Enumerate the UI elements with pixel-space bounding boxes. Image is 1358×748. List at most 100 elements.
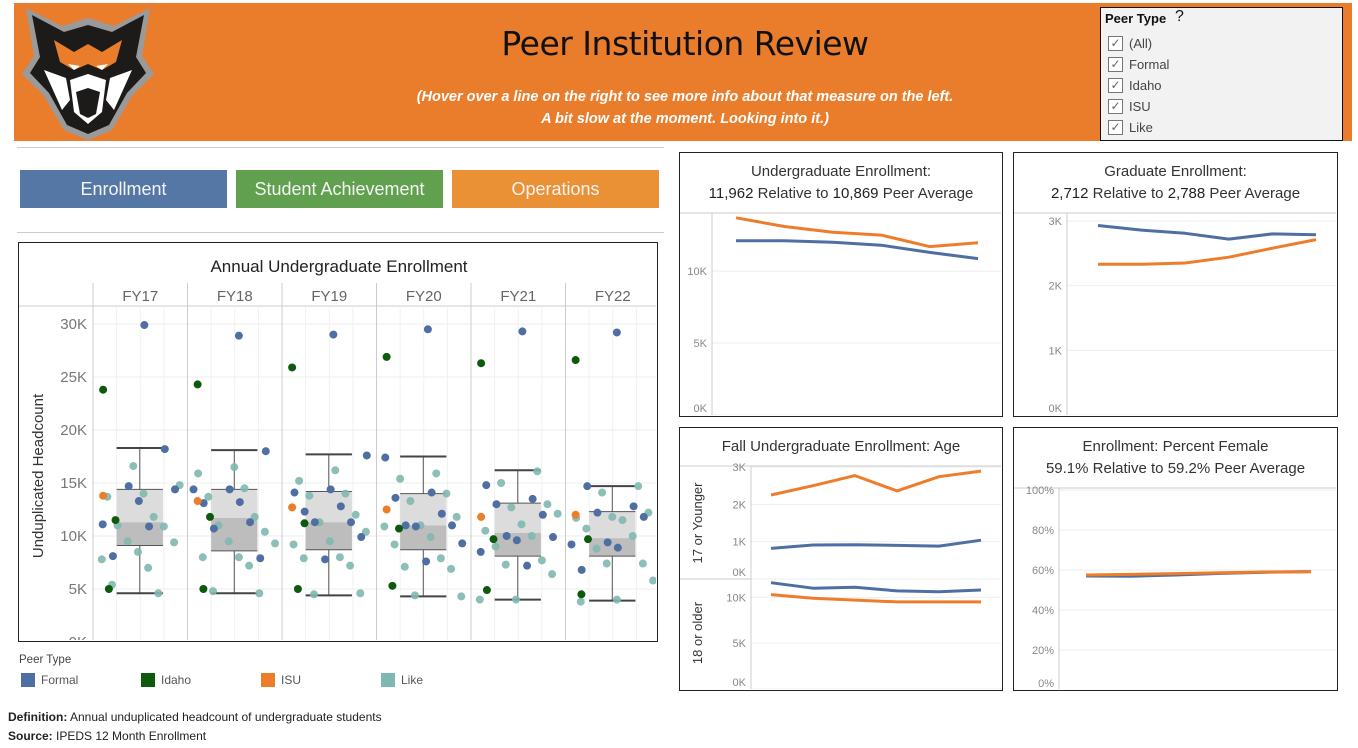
legend-swatch bbox=[261, 673, 275, 687]
data-point-like bbox=[436, 554, 445, 563]
data-point-formal bbox=[261, 447, 270, 456]
data-point-formal bbox=[209, 524, 218, 533]
undergrad-enrollment-panel[interactable]: Undergraduate Enrollment: 11,962 Relativ… bbox=[679, 152, 1003, 417]
y-tick-label: 2K bbox=[1049, 281, 1063, 293]
data-point-like bbox=[154, 589, 163, 598]
percent-female-line-chart[interactable]: 0% 20% 40% 60% 80% 100% bbox=[1014, 428, 1336, 689]
filter-item-isu[interactable]: ✓ ISU bbox=[1108, 97, 1151, 115]
filter-item-formal[interactable]: ✓ Formal bbox=[1108, 55, 1169, 73]
data-point-formal bbox=[603, 538, 612, 547]
data-point-formal bbox=[140, 321, 149, 330]
data-point-like bbox=[255, 589, 264, 598]
checkbox-checked-icon[interactable]: ✓ bbox=[1108, 56, 1123, 72]
data-point-like bbox=[543, 500, 552, 509]
series-line-isu bbox=[770, 469, 982, 497]
data-point-like bbox=[612, 595, 621, 604]
y-tick-label: 5K bbox=[69, 581, 87, 598]
data-point-like bbox=[602, 559, 611, 568]
data-point-like bbox=[260, 527, 269, 536]
data-point-like bbox=[129, 462, 138, 471]
percent-female-panel[interactable]: Enrollment: Percent Female 59.1% Relativ… bbox=[1013, 427, 1338, 691]
y-tick-label: 0K bbox=[1049, 403, 1063, 415]
data-point-like bbox=[245, 561, 254, 570]
data-point-like bbox=[426, 533, 435, 542]
data-point-like bbox=[208, 587, 217, 596]
data-point-like bbox=[230, 463, 239, 472]
series-line-isu bbox=[770, 593, 981, 604]
legend-item-isu[interactable]: ISU bbox=[261, 673, 301, 687]
peer-type-filter: Peer Type ? ✓ (All) ✓ Formal ✓ Idaho ✓ ISU ✓… bbox=[1100, 7, 1343, 141]
y-tick-label: 0K bbox=[733, 567, 747, 579]
data-point-like bbox=[133, 547, 142, 556]
data-point-idaho bbox=[206, 512, 214, 521]
data-point-like bbox=[491, 542, 500, 551]
checkbox-checked-icon[interactable]: ✓ bbox=[1108, 77, 1123, 93]
data-point-like bbox=[576, 597, 585, 606]
data-point-idaho bbox=[577, 590, 586, 599]
data-point-formal bbox=[391, 493, 400, 502]
data-point-formal bbox=[613, 543, 622, 552]
data-point-like bbox=[149, 512, 158, 521]
nav-button-operations[interactable]: Operations bbox=[452, 170, 659, 208]
data-point-formal bbox=[108, 552, 117, 561]
data-point-idaho bbox=[193, 380, 202, 389]
data-point-isu bbox=[571, 510, 580, 519]
checkbox-checked-icon[interactable]: ✓ bbox=[1108, 98, 1123, 114]
age-panel[interactable]: Fall Undergraduate Enrollment: Age 17 or… bbox=[679, 427, 1003, 691]
legend-item-like[interactable]: Like bbox=[381, 673, 423, 687]
nav-button-student-achievement[interactable]: Student Achievement bbox=[236, 170, 443, 208]
data-point-like bbox=[204, 492, 213, 501]
data-point-like bbox=[410, 591, 419, 600]
data-point-formal bbox=[300, 507, 309, 516]
data-point-formal bbox=[458, 539, 467, 548]
data-point-formal bbox=[381, 453, 390, 462]
y-tick-label: 3K bbox=[733, 462, 747, 474]
isu-value: 11,962 bbox=[708, 185, 754, 202]
data-point-isu bbox=[193, 497, 202, 506]
undergrad-line-chart[interactable]: 0K 5K 10K bbox=[680, 153, 1001, 415]
data-point-like bbox=[442, 489, 451, 498]
data-point-formal bbox=[401, 521, 410, 530]
filter-item-label: ISU bbox=[1129, 98, 1151, 114]
data-point-formal bbox=[518, 327, 527, 336]
column-header-fy19: FY19 bbox=[311, 288, 347, 305]
data-point-idaho bbox=[111, 516, 120, 525]
legend-title: Peer Type bbox=[19, 654, 72, 666]
tiger-logo-icon bbox=[22, 8, 154, 140]
checkbox-checked-icon[interactable]: ✓ bbox=[1108, 35, 1123, 51]
peer-average-value: 2,788 bbox=[1167, 185, 1206, 202]
data-point-idaho bbox=[288, 363, 297, 372]
y-tick-label: 10K bbox=[687, 266, 707, 278]
filter-item-all[interactable]: ✓ (All) bbox=[1108, 34, 1152, 52]
y-tick-label: 0K bbox=[694, 403, 708, 415]
grad-enrollment-panel[interactable]: Graduate Enrollment: 2,712 Relative to 2… bbox=[1013, 152, 1338, 417]
age-line-chart[interactable]: 17 or Younger 18 or older 0K 1K 2K 3K 0K 5K 10… bbox=[680, 428, 1001, 689]
data-point-like bbox=[234, 553, 243, 562]
data-point-like bbox=[325, 537, 334, 546]
column-header-fy22: FY22 bbox=[595, 288, 631, 305]
data-point-like bbox=[649, 576, 656, 585]
help-icon[interactable]: ? bbox=[1175, 8, 1184, 25]
grad-line-chart[interactable]: 0K 1K 2K 3K bbox=[1014, 153, 1336, 415]
checkbox-checked-icon[interactable]: ✓ bbox=[1108, 119, 1123, 135]
legend-swatch bbox=[21, 673, 35, 687]
subtitle-line-1: (Hover over a line on the right to see m… bbox=[416, 89, 954, 105]
filter-item-like[interactable]: ✓ Like bbox=[1108, 118, 1153, 136]
y-axis-title: Unduplicated Headcount bbox=[30, 393, 47, 558]
column-header-fy21: FY21 bbox=[500, 288, 536, 305]
data-point-formal bbox=[362, 451, 371, 460]
data-point-like bbox=[170, 538, 179, 547]
data-point-like bbox=[356, 589, 365, 598]
box-upper-FY18 bbox=[211, 489, 258, 518]
series-line-peer-average bbox=[736, 239, 979, 261]
legend-item-idaho[interactable]: Idaho bbox=[141, 673, 191, 687]
legend-item-formal[interactable]: Formal bbox=[21, 673, 78, 687]
series-line-isu bbox=[1085, 570, 1312, 577]
data-point-like bbox=[139, 489, 148, 498]
data-point-like bbox=[638, 559, 647, 568]
data-point-idaho bbox=[482, 586, 491, 595]
filter-item-idaho[interactable]: ✓ Idaho bbox=[1108, 76, 1162, 94]
nav-button-enrollment[interactable]: Enrollment bbox=[20, 170, 227, 208]
data-point-like bbox=[628, 532, 637, 540]
data-point-like bbox=[194, 469, 203, 478]
